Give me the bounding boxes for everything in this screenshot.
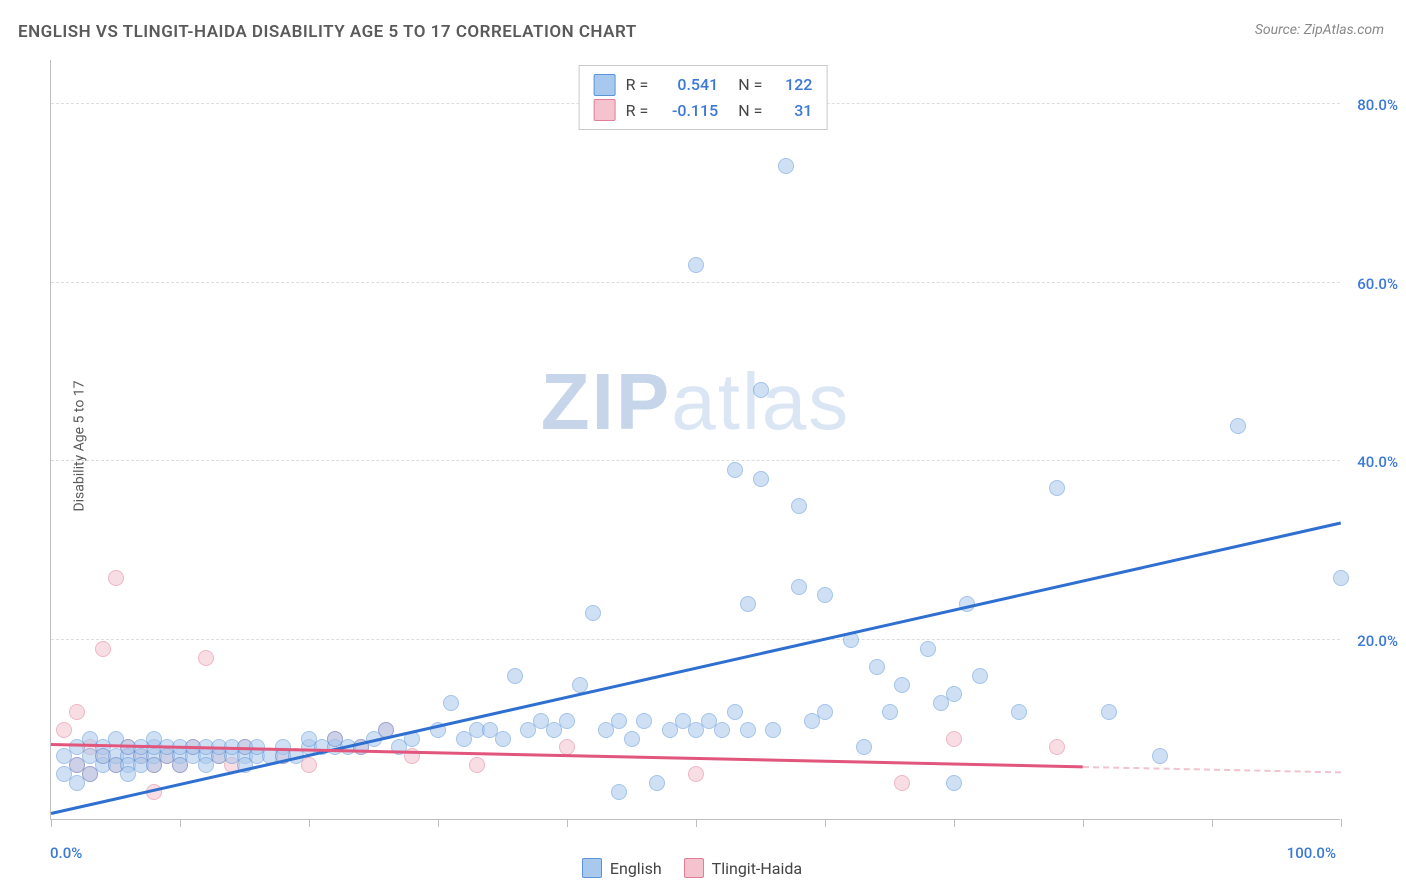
scatter-point-tlingit: [108, 570, 124, 586]
stat-n-value: 31: [772, 98, 812, 124]
scatter-point-english: [611, 784, 627, 800]
x-tick: [1083, 819, 1084, 827]
x-tick: [438, 819, 439, 827]
scatter-point-tlingit: [198, 650, 214, 666]
source-attribution: Source: ZipAtlas.com: [1255, 22, 1384, 38]
scatter-point-english: [817, 587, 833, 603]
scatter-point-english: [894, 677, 910, 693]
stat-r-value: 0.541: [658, 72, 718, 98]
scatter-point-english: [727, 704, 743, 720]
scatter-point-english: [585, 605, 601, 621]
stat-r-value: -0.115: [658, 98, 718, 124]
y-tick-label: 40.0%: [1357, 453, 1398, 471]
correlation-stats-box: R = 0.541 N = 122 R = -0.115 N = 31: [579, 65, 828, 130]
gridline: [51, 639, 1340, 640]
legend-label: Tlingit-Haida: [712, 859, 802, 878]
scatter-point-tlingit: [946, 731, 962, 747]
gridline: [51, 282, 1340, 283]
scatter-point-tlingit: [469, 757, 485, 773]
scatter-point-tlingit: [894, 775, 910, 791]
scatter-point-english: [869, 659, 885, 675]
scatter-point-english: [714, 722, 730, 738]
scatter-point-english: [443, 695, 459, 711]
y-tick-label: 20.0%: [1357, 632, 1398, 650]
scatter-point-english: [507, 668, 523, 684]
scatter-chart: ZIPatlas 20.0%40.0%60.0%80.0%: [50, 60, 1340, 820]
series-swatch: [594, 74, 616, 96]
scatter-point-english: [740, 722, 756, 738]
legend-label: English: [610, 859, 662, 878]
x-tick: [1341, 819, 1342, 827]
scatter-point-english: [753, 382, 769, 398]
scatter-point-english: [1101, 704, 1117, 720]
x-tick: [51, 819, 52, 827]
scatter-point-english: [920, 641, 936, 657]
trendline-tlingit-extrapolated: [1083, 766, 1341, 773]
y-tick-label: 80.0%: [1357, 96, 1398, 114]
scatter-point-english: [1230, 418, 1246, 434]
scatter-point-english: [740, 596, 756, 612]
scatter-point-english: [753, 471, 769, 487]
y-tick-label: 60.0%: [1357, 275, 1398, 293]
stat-n-label: N =: [738, 98, 762, 124]
stats-row: R = 0.541 N = 122: [594, 72, 813, 98]
scatter-point-english: [1049, 480, 1065, 496]
stat-r-label: R =: [626, 72, 649, 98]
scatter-point-english: [946, 686, 962, 702]
scatter-point-english: [1152, 748, 1168, 764]
scatter-point-english: [636, 713, 652, 729]
stats-row: R = -0.115 N = 31: [594, 98, 813, 124]
scatter-point-english: [727, 462, 743, 478]
scatter-point-english: [559, 713, 575, 729]
scatter-point-english: [791, 498, 807, 514]
scatter-point-english: [856, 739, 872, 755]
scatter-point-english: [972, 668, 988, 684]
x-tick: [825, 819, 826, 827]
chart-title: ENGLISH VS TLINGIT-HAIDA DISABILITY AGE …: [18, 22, 637, 42]
x-tick: [180, 819, 181, 827]
scatter-point-tlingit: [56, 722, 72, 738]
scatter-point-english: [817, 704, 833, 720]
scatter-point-english: [791, 579, 807, 595]
stat-n-value: 122: [772, 72, 812, 98]
x-tick: [1212, 819, 1213, 827]
scatter-point-tlingit: [301, 757, 317, 773]
scatter-point-english: [495, 731, 511, 747]
series-swatch: [594, 99, 616, 121]
scatter-point-english: [765, 722, 781, 738]
legend-swatch: [684, 858, 704, 878]
scatter-point-english: [624, 731, 640, 747]
scatter-point-tlingit: [95, 641, 111, 657]
scatter-point-english: [649, 775, 665, 791]
stat-r-label: R =: [626, 98, 649, 124]
scatter-point-tlingit: [688, 766, 704, 782]
scatter-point-english: [1011, 704, 1027, 720]
scatter-point-english: [882, 704, 898, 720]
x-tick: [309, 819, 310, 827]
gridline: [51, 460, 1340, 461]
scatter-point-tlingit: [69, 704, 85, 720]
scatter-point-english: [1333, 570, 1349, 586]
scatter-point-english: [611, 713, 627, 729]
x-tick: [954, 819, 955, 827]
scatter-point-english: [946, 775, 962, 791]
scatter-point-english: [688, 257, 704, 273]
legend: English Tlingit-Haida: [0, 857, 1406, 878]
scatter-point-tlingit: [1049, 739, 1065, 755]
legend-swatch: [582, 858, 602, 878]
watermark: ZIPatlas: [541, 356, 850, 448]
x-tick: [567, 819, 568, 827]
x-tick: [696, 819, 697, 827]
stat-n-label: N =: [738, 72, 762, 98]
scatter-point-english: [778, 158, 794, 174]
